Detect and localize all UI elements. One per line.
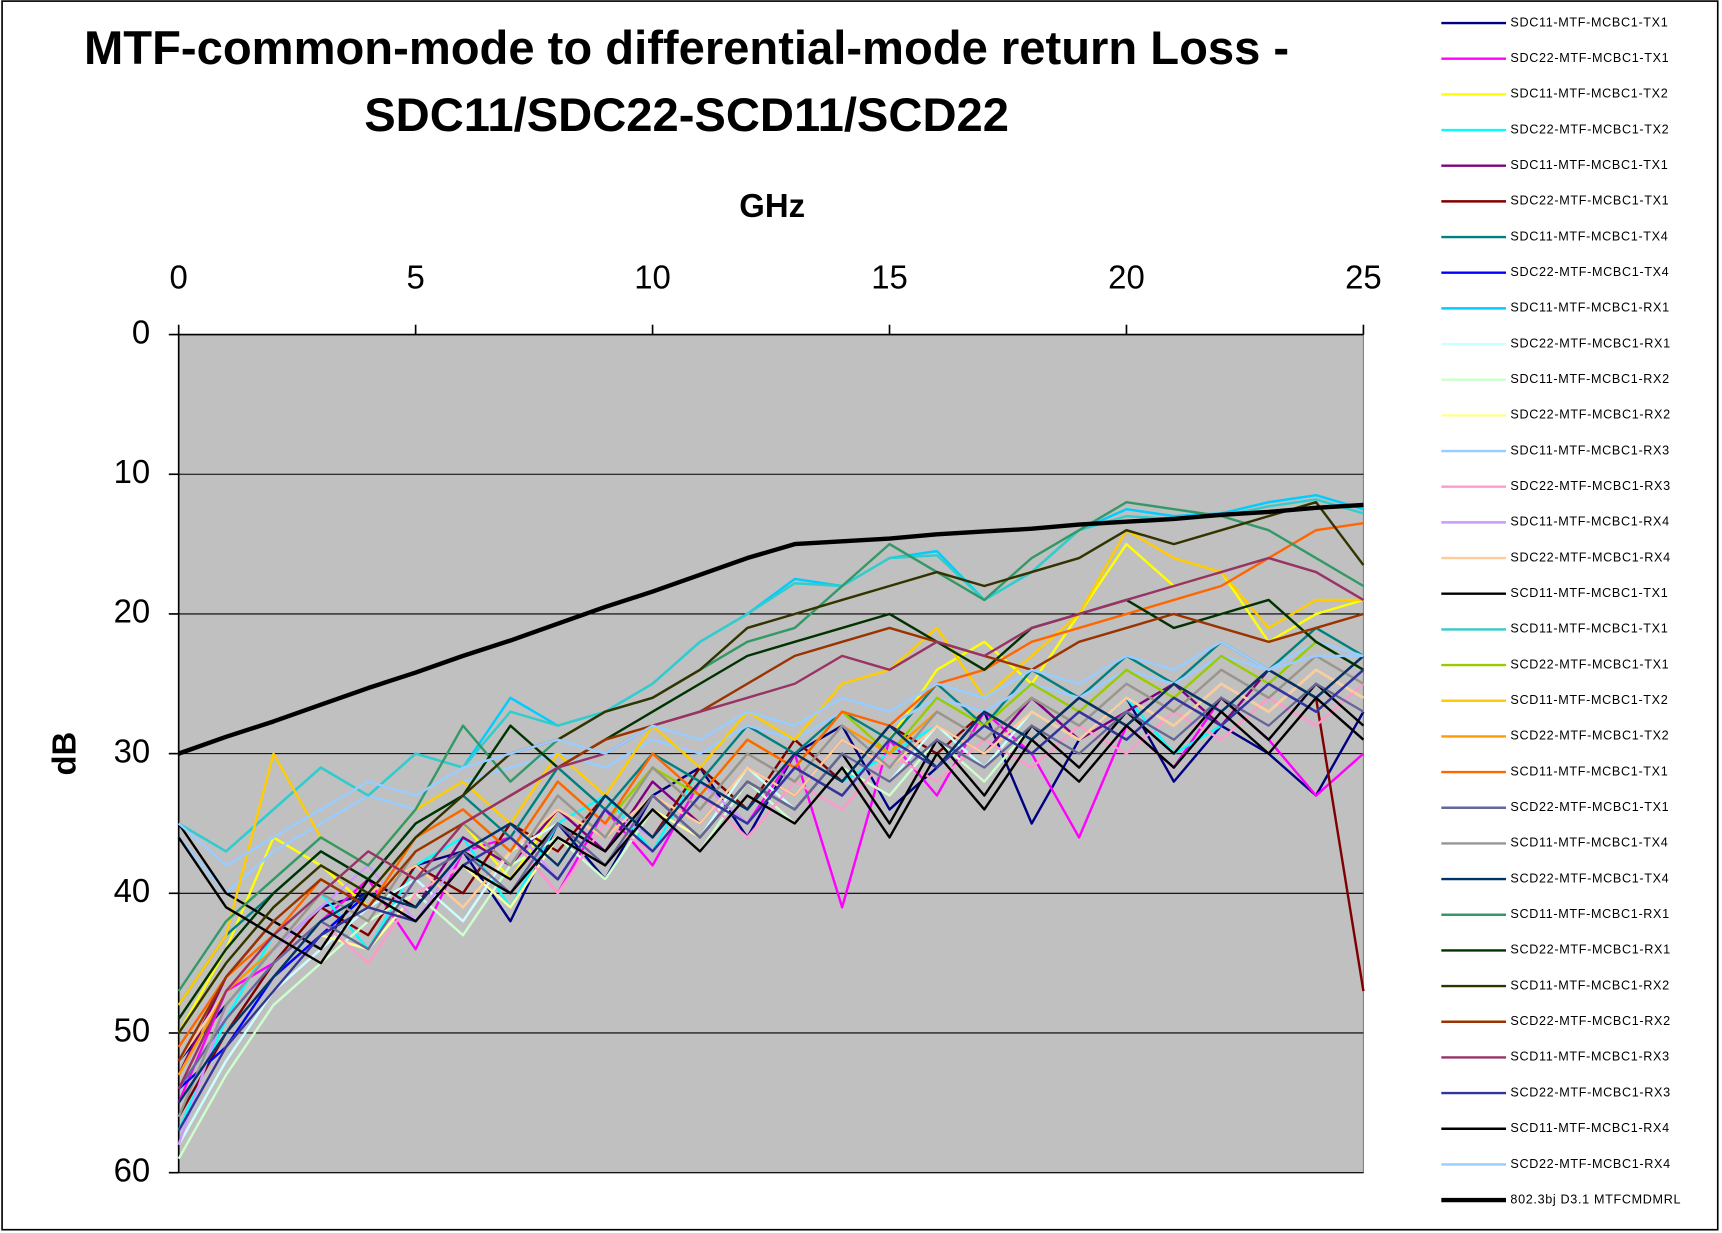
- series-line: [177, 598, 1365, 1020]
- legend-label: SDC11-MTF-MCBC1-TX1: [1510, 15, 1668, 29]
- x-tick-label: 15: [871, 258, 908, 295]
- y-tick-label: 0: [132, 313, 150, 350]
- y-tick-label: 20: [114, 593, 151, 630]
- x-tick-label: 5: [406, 258, 424, 295]
- chart-title: MTF-common-mode to differential-mode ret…: [84, 21, 1289, 74]
- legend-label: SDC11-MTF-MCBC1-RX2: [1510, 372, 1669, 386]
- series-line: [177, 696, 1365, 965]
- legend-label: SDC22-MTF-MCBC1-TX1: [1510, 51, 1669, 65]
- legend-label: SCD11-MTF-MCBC1-RX3: [1510, 1050, 1669, 1064]
- y-tick-label: 40: [114, 872, 151, 909]
- legend-label: SDC11-MTF-MCBC1-TX2: [1510, 87, 1668, 101]
- series-line: [177, 556, 1365, 1090]
- legend-label: SDC11-MTF-MCBC1-RX3: [1510, 443, 1669, 457]
- legend-label: SDC11-MTF-MCBC1-TX1: [1510, 158, 1668, 172]
- y-tick-label: 60: [114, 1151, 151, 1188]
- legend-label: SCD11-MTF-MCBC1-TX4: [1510, 836, 1668, 850]
- legend-label: SCD22-MTF-MCBC1-TX1: [1510, 800, 1669, 814]
- x-tick-label: 25: [1345, 258, 1382, 295]
- legend-label: SCD22-MTF-MCBC1-TX2: [1510, 729, 1669, 743]
- x-tick-label: 20: [1108, 258, 1145, 295]
- legend-label: SDC22-MTF-MCBC1-TX2: [1510, 122, 1669, 136]
- legend-label: SCD11-MTF-MCBC1-TX1: [1510, 586, 1668, 600]
- legend-label: SCD11-MTF-MCBC1-TX1: [1510, 622, 1668, 636]
- series-line: [177, 640, 1364, 867]
- x-axis-label: GHz: [739, 187, 805, 224]
- series-line: [177, 640, 1364, 895]
- legend-label: 802.3bj D3.1 MTFCMDMRL: [1510, 1192, 1681, 1206]
- chart-title: SDC11/SDC22-SCD11/SCD22: [364, 88, 1009, 141]
- legend-label: SCD22-MTF-MCBC1-RX1: [1510, 943, 1670, 957]
- legend-label: SCD11-MTF-MCBC1-RX2: [1510, 978, 1669, 992]
- legend-label: SCD11-MTF-MCBC1-TX1: [1510, 764, 1668, 778]
- y-tick-label: 50: [114, 1012, 151, 1049]
- series-line: [177, 502, 1364, 756]
- legend-label: SDC22-MTF-MCBC1-TX4: [1510, 265, 1669, 279]
- x-tick-label: 10: [634, 258, 671, 295]
- legend-label: SDC22-MTF-MCBC1-TX1: [1510, 194, 1669, 208]
- legend-label: SCD11-MTF-MCBC1-RX1: [1510, 907, 1669, 921]
- legend-label: SCD11-MTF-MCBC1-RX4: [1510, 1121, 1669, 1135]
- legend-label: SDC22-MTF-MCBC1-RX2: [1510, 408, 1670, 422]
- legend-label: SDC11-MTF-MCBC1-RX4: [1510, 515, 1669, 529]
- legend-label: SCD22-MTF-MCBC1-RX2: [1510, 1014, 1670, 1028]
- legend-label: SDC22-MTF-MCBC1-RX1: [1510, 336, 1670, 350]
- legend-label: SCD22-MTF-MCBC1-TX4: [1510, 871, 1669, 885]
- series-line: [177, 668, 1365, 1132]
- legend-label: SCD22-MTF-MCBC1-RX3: [1510, 1085, 1670, 1099]
- legend-label: SDC22-MTF-MCBC1-RX4: [1510, 550, 1670, 564]
- y-tick-label: 30: [114, 732, 151, 769]
- series-line: [177, 654, 1365, 1104]
- legend-label: SDC11-MTF-MCBC1-RX1: [1510, 301, 1669, 315]
- legend-label: SDC22-MTF-MCBC1-RX3: [1510, 479, 1670, 493]
- series-line: [177, 500, 1365, 1034]
- legend-label: SCD22-MTF-MCBC1-TX1: [1510, 657, 1669, 671]
- legend-label: SCD11-MTF-MCBC1-TX2: [1510, 693, 1668, 707]
- x-tick-label: 0: [170, 258, 188, 295]
- legend-label: SDC11-MTF-MCBC1-TX4: [1510, 229, 1668, 243]
- legend-label: SCD22-MTF-MCBC1-RX4: [1510, 1157, 1670, 1171]
- y-axis-label: dB: [45, 732, 82, 776]
- y-tick-label: 10: [114, 453, 151, 490]
